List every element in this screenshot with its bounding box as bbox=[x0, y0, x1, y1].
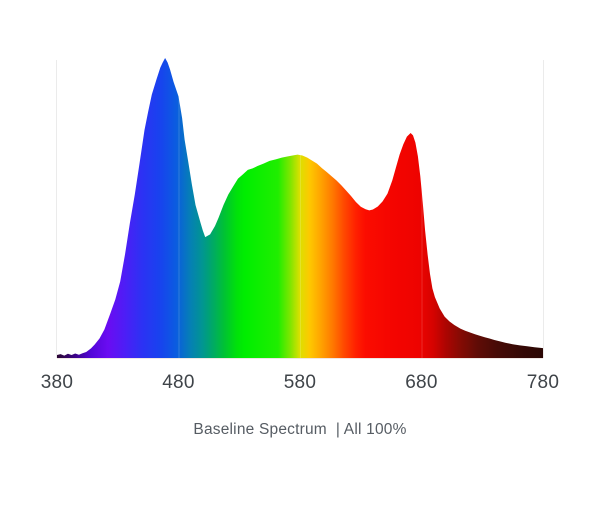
x-tick-580: 580 bbox=[283, 372, 317, 393]
x-tick-680: 680 bbox=[405, 372, 438, 393]
x-axis: 380 480 580 680 780 bbox=[0, 372, 600, 396]
chart-caption: Baseline Spectrum | All 100% bbox=[193, 421, 407, 438]
spectrum-area bbox=[57, 58, 543, 358]
x-tick-780: 780 bbox=[526, 372, 560, 393]
x-tick-480: 480 bbox=[162, 372, 195, 393]
spectrum-area-svg bbox=[56, 58, 544, 359]
x-tick-380: 380 bbox=[40, 372, 74, 393]
